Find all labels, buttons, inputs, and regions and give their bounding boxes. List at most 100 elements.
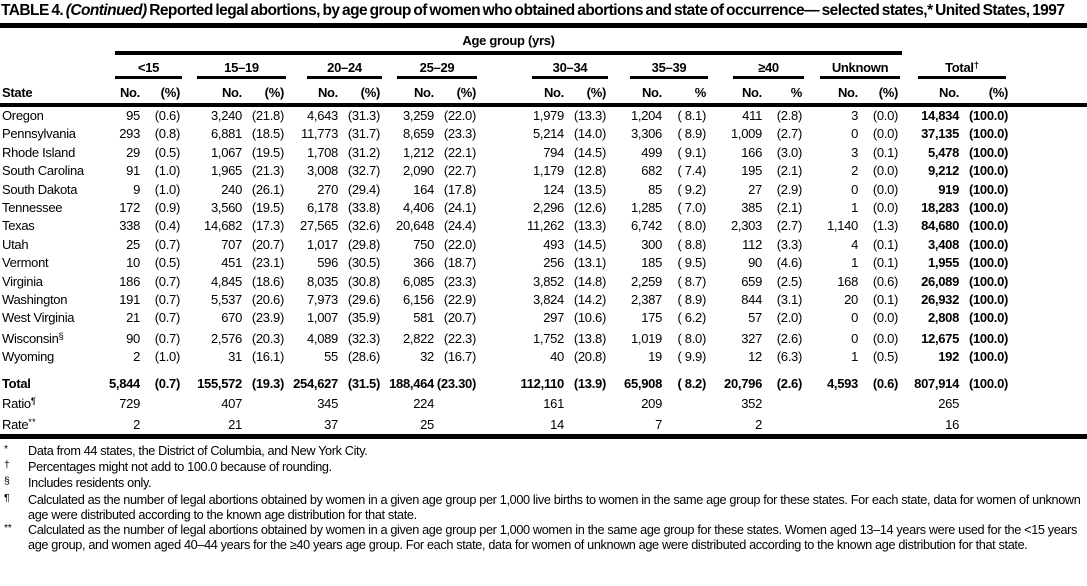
header-bottom-rule-row <box>0 103 1087 107</box>
col-header-no: No. <box>221 85 242 100</box>
no-cell: 172 <box>119 200 140 216</box>
group-header-6: 35–39 <box>610 55 710 79</box>
col-header-pct: (%) <box>586 85 607 100</box>
pct-cell: (2.1) <box>776 163 803 179</box>
no-cell: 265 <box>938 396 960 412</box>
pct-cell: (22.0) <box>443 236 476 252</box>
no-cell: 26,932 <box>921 292 960 308</box>
no-cell: 11,262 <box>527 218 564 234</box>
no-cell: 4,406 <box>402 200 434 216</box>
pct-cell: ( 8.7) <box>677 273 706 289</box>
no-cell: 2 <box>133 416 140 432</box>
pct-cell: (20.6) <box>251 292 284 308</box>
pct-cell: (14.5) <box>573 144 606 160</box>
no-cell: 4,643 <box>306 108 338 123</box>
pct-cell: ( 9.5) <box>677 255 706 271</box>
no-cell: 55 <box>324 349 338 365</box>
state-column-header: State <box>2 85 33 100</box>
pct-cell <box>564 414 610 434</box>
group-header-4: 25–29 <box>384 55 480 79</box>
no-cell: 596 <box>317 255 338 271</box>
pct-cell: (13.1) <box>573 255 606 271</box>
group-header-5: 30–34 <box>480 55 610 79</box>
no-cell: 385 <box>741 200 762 216</box>
pct-cell: (0.7) <box>154 375 181 391</box>
pct-cell: ( 7.0) <box>677 200 706 216</box>
pct-cell: (100.0) <box>968 126 1009 142</box>
no-cell: 1,955 <box>928 255 960 271</box>
pct-cell: (100.0) <box>968 236 1009 252</box>
pct-cell: ( 8.2) <box>677 375 706 391</box>
pct-cell: (29.6) <box>347 292 380 308</box>
pct-cell: (13.5) <box>573 181 606 197</box>
superscript-marker: § <box>58 330 64 342</box>
no-cell: 254,627 <box>293 375 338 391</box>
pct-cell: (0.6) <box>872 273 899 289</box>
state-cell: Wyoming <box>2 349 54 365</box>
pct-cell: (2.0) <box>776 310 803 326</box>
group-header-8: Unknown <box>806 55 902 79</box>
pct-cell: (0.1) <box>872 144 899 160</box>
pct-cell: (22.7) <box>443 163 476 179</box>
no-cell: 1,007 <box>306 310 338 326</box>
state-cell: South Dakota <box>2 181 78 197</box>
pct-cell: (0.5) <box>872 349 899 365</box>
no-cell: 2,808 <box>928 310 960 326</box>
table-row-tennessee: Tennessee 172 (0.9) 3,560 (19.5) 6,178 (33.8) 4… <box>0 199 1087 217</box>
age-group-spanner-cell: Age group (yrs) <box>100 28 903 55</box>
pct-cell: (0.8) <box>154 126 181 142</box>
pct-cell: (16.7) <box>443 349 476 365</box>
no-cell: 112,110 <box>520 375 565 391</box>
col-header-pct: (%) <box>456 85 477 100</box>
col-header-no: No. <box>413 85 434 100</box>
no-cell: 270 <box>317 181 338 197</box>
no-cell: 499 <box>641 144 662 160</box>
table-row-oregon: Oregon 95 (0.6) 3,240 (21.8) 4,643 (31.3) 3,259… <box>0 107 1087 125</box>
pct-cell: (0.0) <box>872 126 899 142</box>
pct-cell: (35.9) <box>347 310 380 326</box>
no-cell: 21 <box>228 416 242 432</box>
pct-cell: (19.5) <box>251 144 284 160</box>
footnote-text: Percentages might not add to 100.0 becau… <box>28 460 332 475</box>
table-row-vermont: Vermont 10 (0.5) 451 (23.1) 596 (30.5) 366 (18.7… <box>0 254 1087 272</box>
footnote-text: Calculated as the number of legal aborti… <box>28 492 1081 522</box>
pct-cell: (0.0) <box>872 108 899 123</box>
group-header-label: Unknown <box>820 60 901 79</box>
pct-cell: (100.0) <box>968 200 1009 216</box>
pct-cell: (14.5) <box>573 236 606 252</box>
pct-cell: (18.5) <box>251 126 284 142</box>
no-cell: 175 <box>641 310 662 326</box>
pct-cell: (0.1) <box>872 292 899 308</box>
no-cell: 1 <box>851 255 858 271</box>
no-cell: 5,537 <box>210 292 242 308</box>
no-cell: 707 <box>221 236 242 252</box>
state-cell: Virginia <box>2 273 43 289</box>
pct-cell: (100.0) <box>968 144 1009 160</box>
table-row-utah: Utah 25 (0.7) 707 (20.7) 1,017 (29.8) 750 (22.0)… <box>0 236 1087 254</box>
right-margin-spacer <box>1012 367 1087 393</box>
state-cell: Tennessee <box>2 200 63 216</box>
no-cell: 1,752 <box>532 330 564 346</box>
no-cell: 37 <box>324 416 338 432</box>
pct-cell: (12.6) <box>573 200 606 216</box>
right-margin-spacer <box>1012 414 1087 434</box>
pct-cell: (0.5) <box>154 144 181 160</box>
state-cell: Pennsylvania <box>2 126 76 142</box>
state-col-spacer <box>0 28 100 55</box>
pct-cell <box>762 393 806 413</box>
no-cell: 5,478 <box>928 144 960 160</box>
no-cell: 240 <box>221 181 242 197</box>
pct-cell: ( 9.1) <box>677 144 706 160</box>
no-cell: 90 <box>748 255 762 271</box>
pct-cell: (33.8) <box>347 200 380 216</box>
col-header-pct: (%) <box>160 85 181 100</box>
pct-cell: (13.9) <box>573 375 606 391</box>
pct-cell: (1.0) <box>154 349 181 365</box>
right-margin-spacer <box>1012 254 1087 272</box>
right-margin-spacer <box>1012 144 1087 162</box>
pct-cell: (0.0) <box>872 163 899 179</box>
no-cell: 256 <box>543 255 564 271</box>
pct-cell: ( 8.1) <box>677 108 706 123</box>
pct-cell: (0.7) <box>154 292 181 308</box>
no-cell: 7,973 <box>306 292 338 308</box>
